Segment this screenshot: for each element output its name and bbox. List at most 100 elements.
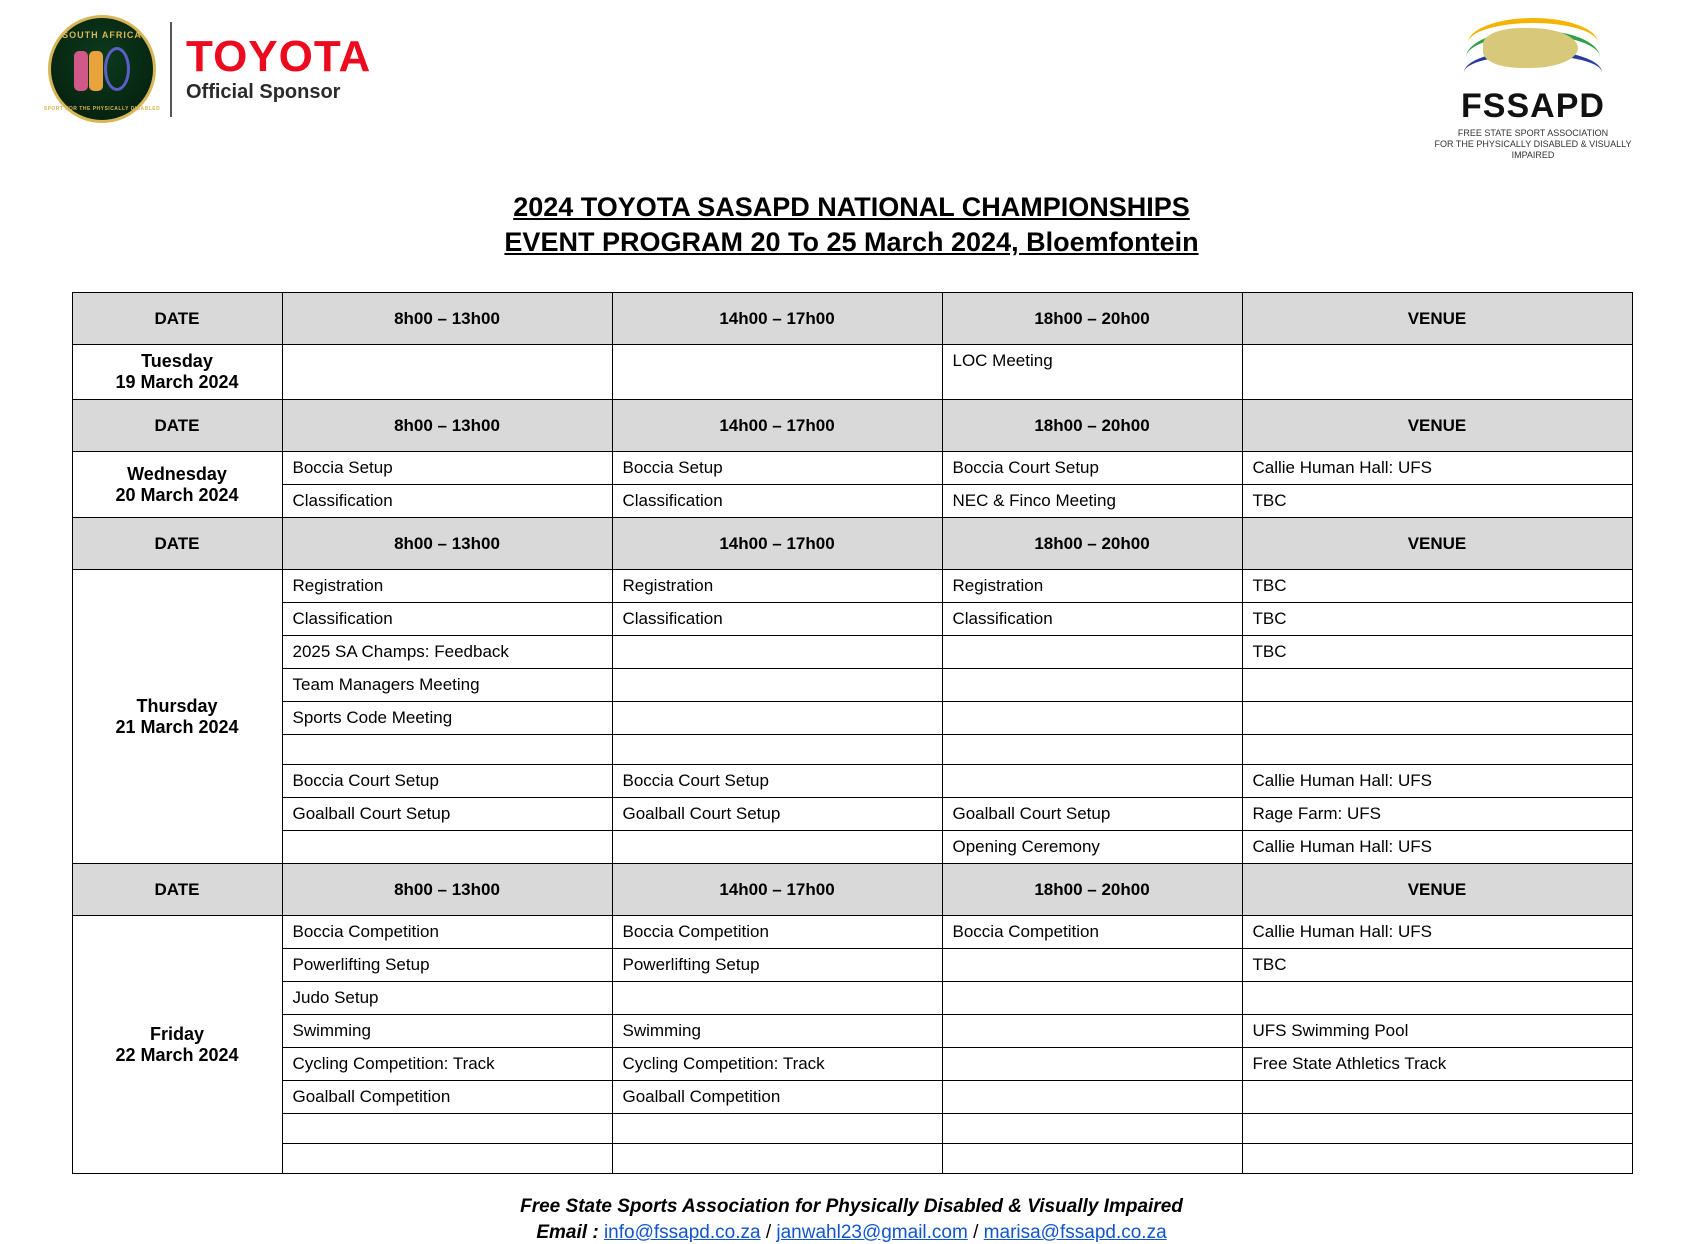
toyota-logo: TOYOTA Official Sponsor — [186, 35, 371, 104]
table-cell-venue — [1242, 735, 1632, 765]
table-cell-afternoon: Boccia Setup — [612, 452, 942, 485]
fssapd-cheetah-icon — [1458, 10, 1608, 85]
table-cell-venue — [1242, 702, 1632, 735]
table-column-header: 8h00 – 13h00 — [282, 518, 612, 570]
table-cell-venue — [1242, 669, 1632, 702]
table-cell-evening — [942, 949, 1242, 982]
table-row — [72, 1114, 1632, 1144]
table-cell-morning — [282, 1114, 612, 1144]
table-header-row: DATE 8h00 – 13h00 14h00 – 17h00 18h00 – 20h… — [72, 293, 1632, 345]
email-link-janwahl[interactable]: janwahl23@gmail.com — [776, 1222, 967, 1243]
table-cell-afternoon — [612, 702, 942, 735]
table-cell-venue: UFS Swimming Pool — [1242, 1015, 1632, 1048]
table-cell-evening — [942, 1114, 1242, 1144]
table-column-header: 18h00 – 20h00 — [942, 293, 1242, 345]
table-column-header: VENUE — [1242, 518, 1632, 570]
table-cell-evening: Boccia Court Setup — [942, 452, 1242, 485]
table-cell-venue: Callie Human Hall: UFS — [1242, 452, 1632, 485]
table-cell-afternoon: Swimming — [612, 1015, 942, 1048]
table-row: Goalball Court Setup Goalball Court Setup… — [72, 798, 1632, 831]
header-divider — [170, 22, 172, 117]
document-page: SOUTH AFRICA SPORT FOR THE PHYSICALLY DI… — [0, 0, 1703, 1203]
table-cell-morning — [282, 831, 612, 864]
table-row — [72, 1144, 1632, 1174]
table-row: Sports Code Meeting — [72, 702, 1632, 735]
table-cell-venue: TBC — [1242, 570, 1632, 603]
table-column-header: DATE — [72, 400, 282, 452]
table-cell-evening — [942, 636, 1242, 669]
table-cell-afternoon — [612, 1114, 942, 1144]
table-column-header: 18h00 – 20h00 — [942, 864, 1242, 916]
table-cell-afternoon: Classification — [612, 603, 942, 636]
south-africa-sport-disabled-badge-icon: SOUTH AFRICA SPORT FOR THE PHYSICALLY DI… — [48, 15, 156, 123]
table-cell-morning: Classification — [282, 485, 612, 518]
table-column-header: VENUE — [1242, 400, 1632, 452]
table-cell-venue: TBC — [1242, 485, 1632, 518]
table-column-header: 14h00 – 17h00 — [612, 864, 942, 916]
table-cell-afternoon — [612, 735, 942, 765]
table-cell-venue: Rage Farm: UFS — [1242, 798, 1632, 831]
table-row: Swimming Swimming UFS Swimming Pool — [72, 1015, 1632, 1048]
email-link-marisa[interactable]: marisa@fssapd.co.za — [984, 1222, 1167, 1243]
table-column-header: DATE — [72, 518, 282, 570]
table-column-header: 18h00 – 20h00 — [942, 400, 1242, 452]
date-cell-1: Wednesday 20 March 2024 — [72, 452, 282, 518]
table-cell-afternoon: Boccia Competition — [612, 916, 942, 949]
table-column-header: VENUE — [1242, 864, 1632, 916]
table-row: Tuesday 19 March 2024 LOC Meeting — [72, 345, 1632, 400]
table-column-header: VENUE — [1242, 293, 1632, 345]
footer-association-name: Free State Sports Association for Physic… — [0, 1196, 1703, 1218]
table-row: Boccia Court Setup Boccia Court Setup Call… — [72, 765, 1632, 798]
table-cell-evening: Goalball Court Setup — [942, 798, 1242, 831]
table-cell-venue: Callie Human Hall: UFS — [1242, 765, 1632, 798]
page-header: SOUTH AFRICA SPORT FOR THE PHYSICALLY DI… — [0, 0, 1703, 150]
table-column-header: 14h00 – 17h00 — [612, 518, 942, 570]
document-footer: Free State Sports Association for Physic… — [0, 1196, 1703, 1244]
table-row — [72, 735, 1632, 765]
table-cell-venue: TBC — [1242, 603, 1632, 636]
table-cell-evening: Classification — [942, 603, 1242, 636]
table-cell-venue: Free State Athletics Track — [1242, 1048, 1632, 1081]
table-cell-venue — [1242, 982, 1632, 1015]
table-row: Powerlifting Setup Powerlifting Setup TBC — [72, 949, 1632, 982]
event-program-table-body: DATE 8h00 – 13h00 14h00 – 17h00 18h00 – 20h… — [72, 293, 1632, 1174]
table-header-row: DATE 8h00 – 13h00 14h00 – 17h00 18h00 – 20h… — [72, 864, 1632, 916]
document-title: 2024 TOYOTA SASAPD NATIONAL CHAMPIONSHIP… — [0, 190, 1703, 260]
table-cell-venue: Callie Human Hall: UFS — [1242, 916, 1632, 949]
table-cell-morning: Judo Setup — [282, 982, 612, 1015]
table-cell-afternoon: Boccia Court Setup — [612, 765, 942, 798]
table-cell-evening — [942, 1144, 1242, 1174]
table-column-header: 8h00 – 13h00 — [282, 400, 612, 452]
table-cell-evening — [942, 1048, 1242, 1081]
fssapd-logo-group: FSSAPD FREE STATE SPORT ASSOCIATION FOR … — [1423, 10, 1643, 160]
table-cell-afternoon — [612, 345, 942, 400]
table-column-header: 14h00 – 17h00 — [612, 400, 942, 452]
table-row: Friday 22 March 2024 Boccia Competition Boc… — [72, 916, 1632, 949]
table-cell-venue — [1242, 1114, 1632, 1144]
table-cell-venue — [1242, 345, 1632, 400]
table-cell-evening — [942, 982, 1242, 1015]
table-cell-morning: Goalball Competition — [282, 1081, 612, 1114]
table-row: Judo Setup — [72, 982, 1632, 1015]
table-row: Thursday 21 March 2024 Registration Registr… — [72, 570, 1632, 603]
table-cell-afternoon: Goalball Court Setup — [612, 798, 942, 831]
table-row: Classification Classification Classificati… — [72, 603, 1632, 636]
table-cell-morning: Sports Code Meeting — [282, 702, 612, 735]
table-cell-evening — [942, 669, 1242, 702]
table-column-header: DATE — [72, 293, 282, 345]
table-row: Team Managers Meeting — [72, 669, 1632, 702]
table-cell-morning: Boccia Court Setup — [282, 765, 612, 798]
date-cell-0: Tuesday 19 March 2024 — [72, 345, 282, 400]
table-cell-afternoon — [612, 636, 942, 669]
table-cell-evening — [942, 735, 1242, 765]
table-cell-venue: TBC — [1242, 949, 1632, 982]
event-program-table-wrap: DATE 8h00 – 13h00 14h00 – 17h00 18h00 – 20h… — [72, 292, 1632, 1174]
table-cell-venue: Callie Human Hall: UFS — [1242, 831, 1632, 864]
table-cell-morning: Team Managers Meeting — [282, 669, 612, 702]
email-link-info[interactable]: info@fssapd.co.za — [604, 1222, 761, 1243]
table-cell-morning: 2025 SA Champs: Feedback — [282, 636, 612, 669]
table-cell-morning — [282, 1144, 612, 1174]
table-cell-evening: Boccia Competition — [942, 916, 1242, 949]
table-cell-morning — [282, 345, 612, 400]
event-program-table: DATE 8h00 – 13h00 14h00 – 17h00 18h00 – 20h… — [72, 292, 1633, 1174]
